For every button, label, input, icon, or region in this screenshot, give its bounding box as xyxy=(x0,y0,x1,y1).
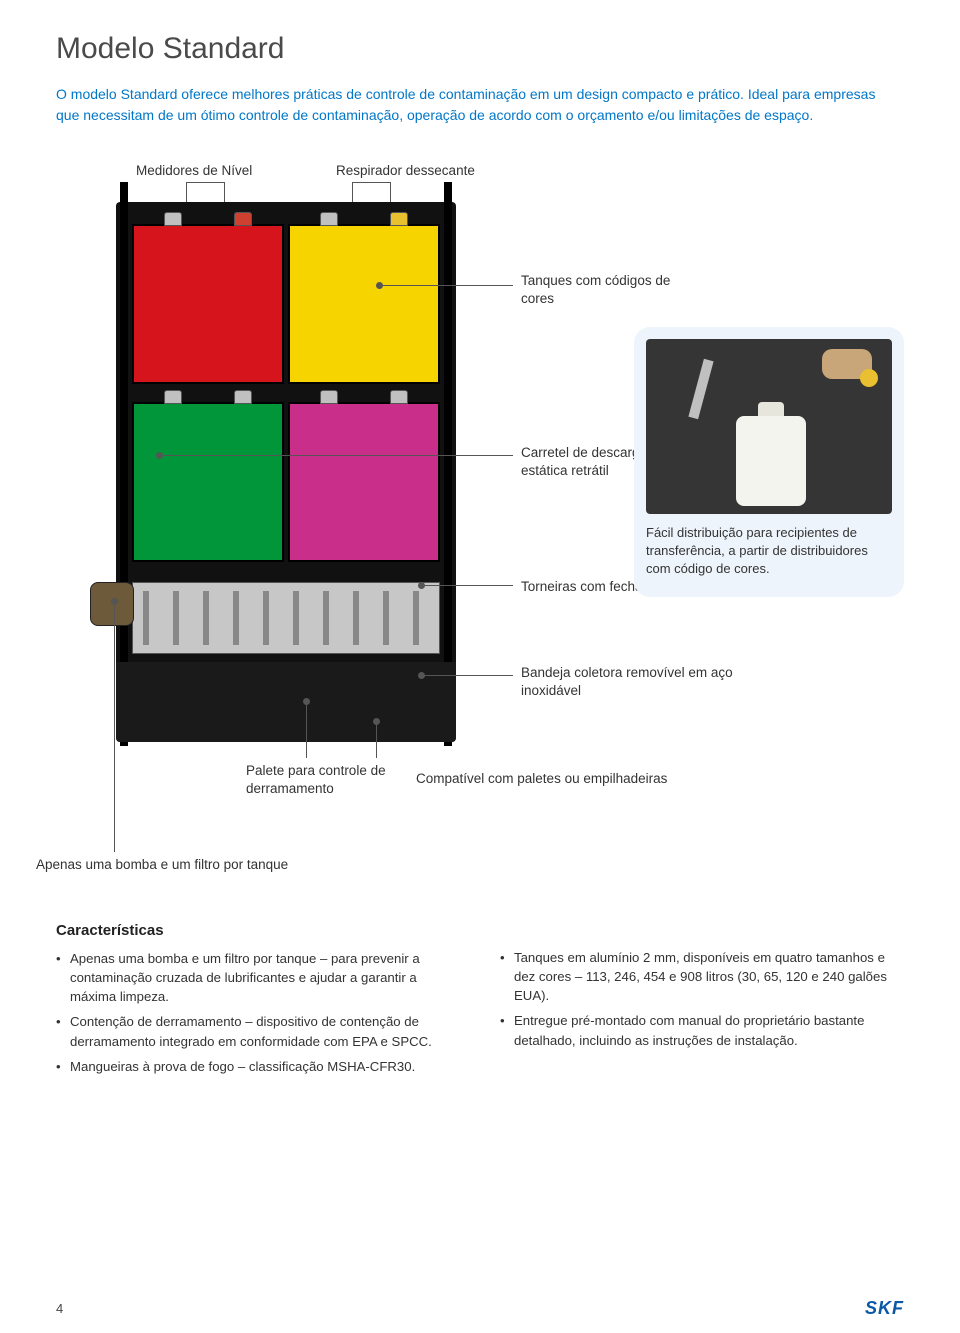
tank-cap xyxy=(390,212,408,226)
leader-dot xyxy=(418,582,425,589)
leader-dot xyxy=(418,672,425,679)
tank-cap xyxy=(164,212,182,226)
photo-card: Fácil distribuição para recipientes de t… xyxy=(634,327,904,597)
tank-cap xyxy=(320,212,338,226)
tank-cap xyxy=(234,212,252,226)
brand-logo: SKF xyxy=(865,1298,904,1319)
leader-line xyxy=(186,182,224,183)
photo-knob xyxy=(860,369,878,387)
leader-line xyxy=(352,182,390,183)
leader-dot xyxy=(373,718,380,725)
tank-cap xyxy=(234,390,252,404)
page-footer: 4 SKF xyxy=(56,1298,904,1319)
machine-base xyxy=(116,662,456,742)
machine-illustration xyxy=(116,202,456,742)
tank-cap xyxy=(164,390,182,404)
list-item: Tanques em alumínio 2 mm, disponíveis em… xyxy=(500,948,904,1005)
leader-line xyxy=(425,585,513,586)
characteristics-list-right: Tanques em alumínio 2 mm, disponíveis em… xyxy=(500,948,904,1050)
characteristics-title: Características xyxy=(56,922,460,939)
leader-line xyxy=(425,675,513,676)
label-level-gauges: Medidores de Nível xyxy=(136,162,252,180)
photo-image xyxy=(646,339,892,514)
photo-jug xyxy=(736,416,806,506)
photo-spout xyxy=(688,359,713,420)
label-breather: Respirador dessecante xyxy=(336,162,475,180)
leader-line xyxy=(163,455,513,456)
leader-line xyxy=(376,722,377,758)
tank-row xyxy=(132,402,440,562)
tank-red xyxy=(132,224,284,384)
list-item: Entregue pré-montado com manual do propr… xyxy=(500,1011,904,1049)
characteristics-list-left: Apenas uma bomba e um filtro por tanque … xyxy=(56,949,460,1076)
photo-caption: Fácil distribuição para recipientes de t… xyxy=(646,524,892,579)
tank-green xyxy=(132,402,284,562)
leader-dot xyxy=(156,452,163,459)
label-pump-filter: Apenas uma bomba e um filtro por tanque xyxy=(36,856,336,874)
characteristics-left-column: Características Apenas uma bomba e um fi… xyxy=(56,922,460,1082)
leader-dot xyxy=(303,698,310,705)
label-forklift: Compatível com paletes ou empilhadeiras xyxy=(416,770,696,788)
leader-line xyxy=(383,285,513,286)
intro-paragraph: O modelo Standard oferece melhores práti… xyxy=(56,84,876,126)
leader-dot xyxy=(376,282,383,289)
page-title: Modelo Standard xyxy=(56,32,904,66)
tank-magenta xyxy=(288,402,440,562)
diagram-area: Medidores de Nível Respirador dessecante xyxy=(56,162,904,882)
list-item: Contenção de derramamento – dispositivo … xyxy=(56,1012,460,1050)
label-color-tanks: Tanques com códigos de cores xyxy=(521,272,671,308)
tank-yellow xyxy=(288,224,440,384)
tank-cap xyxy=(320,390,338,404)
label-drip-tray: Bandeja coletora removível em aço inoxid… xyxy=(521,664,761,700)
label-pallet: Palete para controle de derramamento xyxy=(246,762,396,798)
leader-line xyxy=(114,602,115,852)
tank-row xyxy=(132,224,440,384)
photo-jug-cap xyxy=(758,402,784,416)
list-item: Mangueiras à prova de fogo – classificaç… xyxy=(56,1057,460,1076)
characteristics-section: Características Apenas uma bomba e um fi… xyxy=(56,922,904,1082)
leader-dot xyxy=(111,598,118,605)
characteristics-right-column: Tanques em alumínio 2 mm, disponíveis em… xyxy=(500,922,904,1082)
list-item: Apenas uma bomba e um filtro por tanque … xyxy=(56,949,460,1006)
valve-panel xyxy=(132,582,440,654)
page-number: 4 xyxy=(56,1301,63,1316)
tank-cap xyxy=(390,390,408,404)
leader-line xyxy=(306,702,307,758)
